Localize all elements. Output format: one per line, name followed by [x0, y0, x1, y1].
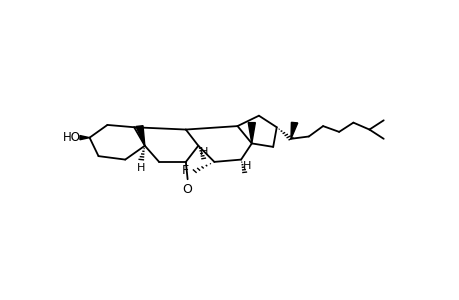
Text: H: H	[137, 163, 145, 173]
Polygon shape	[80, 136, 90, 140]
Text: O: O	[182, 183, 192, 196]
Text: H: H	[200, 147, 208, 157]
Polygon shape	[248, 123, 255, 143]
Text: HO: HO	[63, 131, 81, 144]
Polygon shape	[291, 122, 297, 139]
Polygon shape	[136, 126, 145, 146]
Text: H: H	[242, 161, 251, 171]
Text: F: F	[181, 164, 188, 177]
